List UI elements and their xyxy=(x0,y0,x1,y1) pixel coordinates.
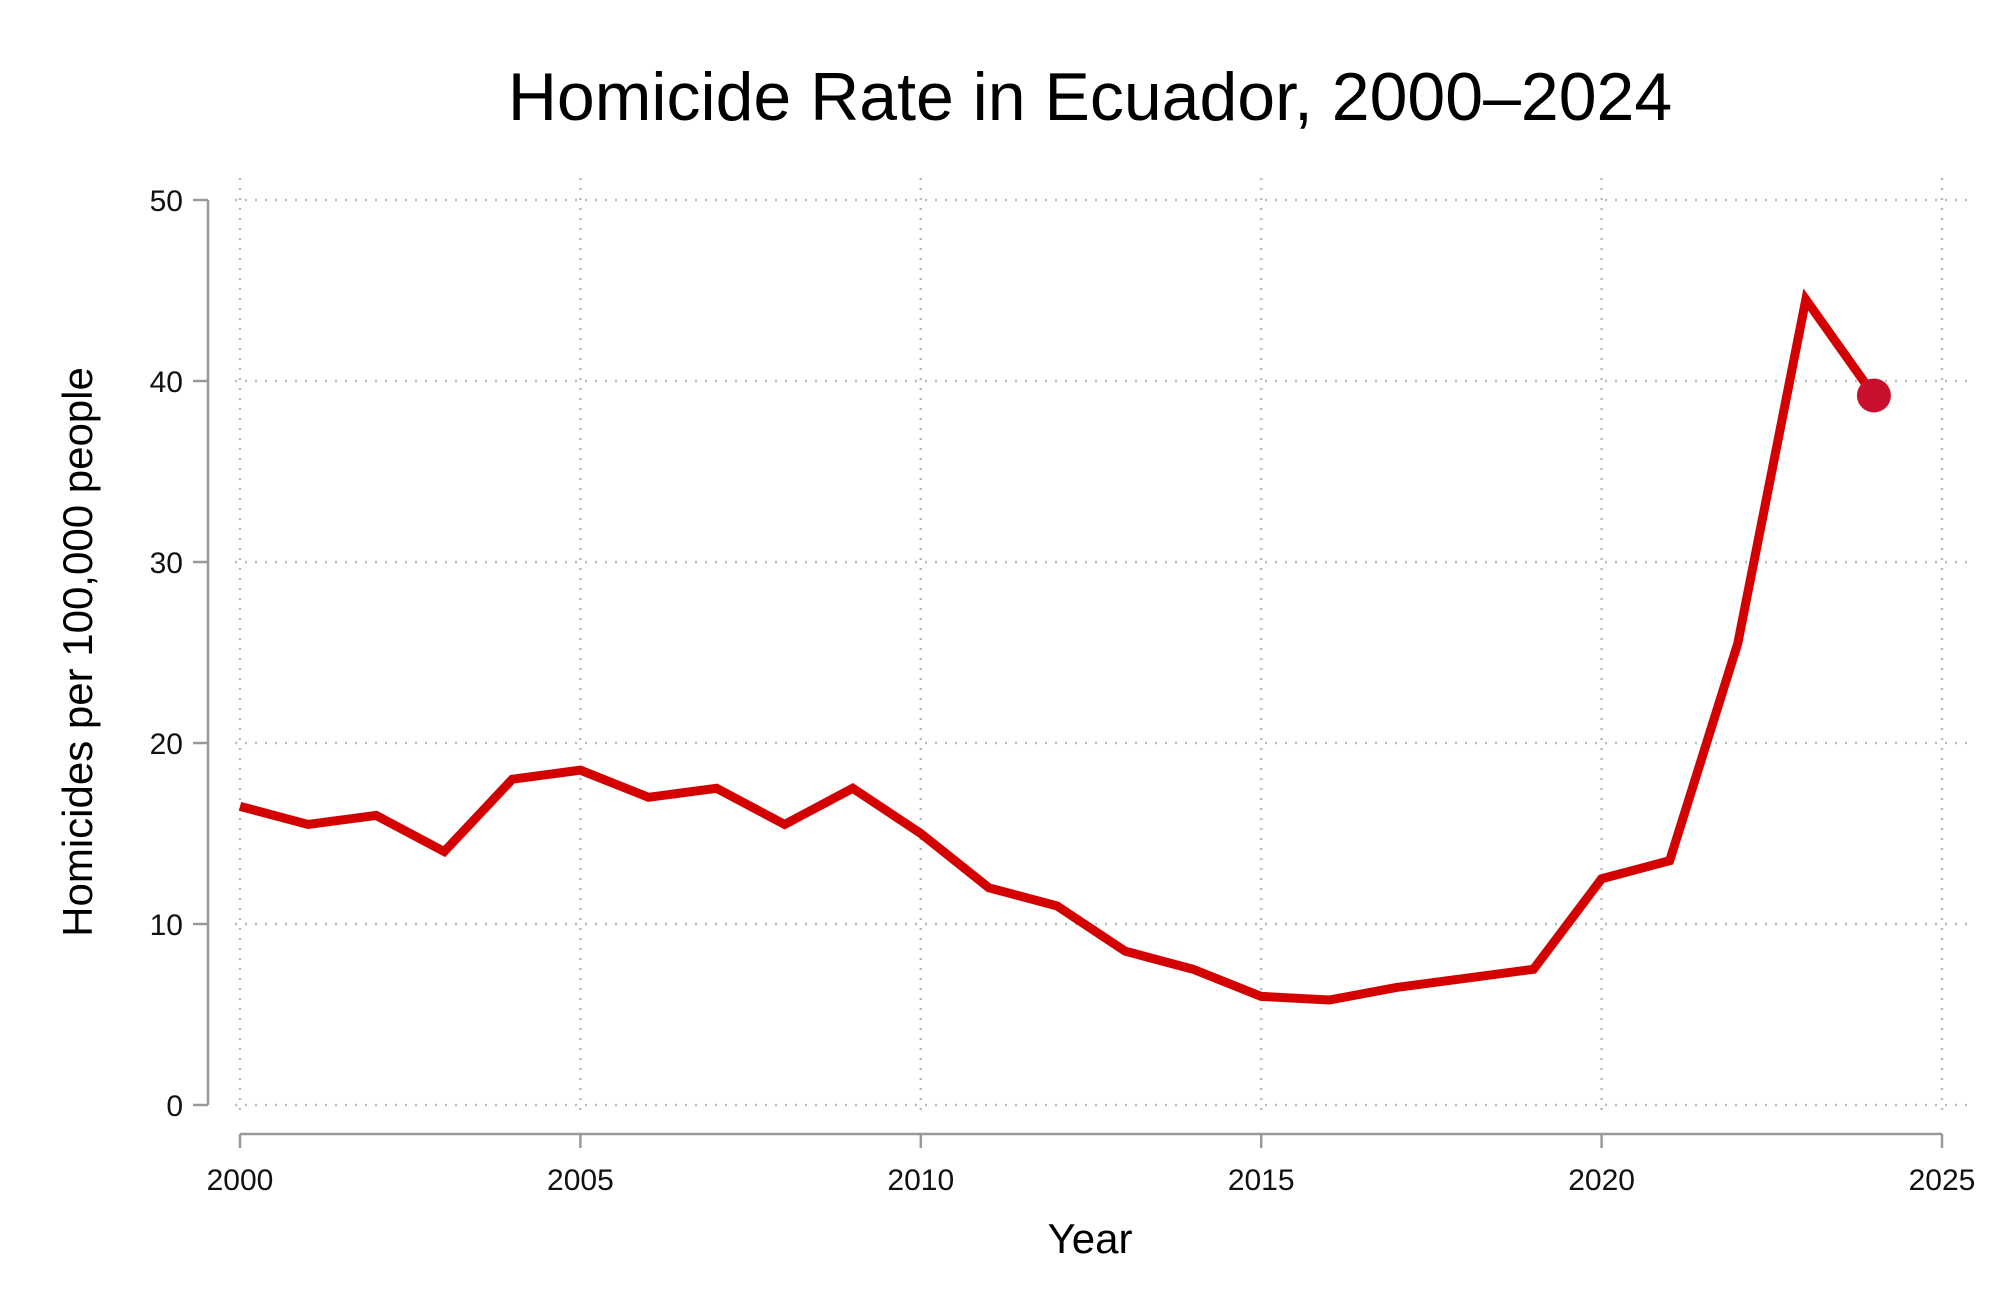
x-axis-label: Year xyxy=(1048,1215,1133,1262)
y-axis-label: Homicides per 100,000 people xyxy=(54,367,101,937)
axes xyxy=(193,198,1944,1148)
x-tick-label: 2015 xyxy=(1228,1164,1295,1197)
y-tick-label: 30 xyxy=(150,547,183,580)
series-line xyxy=(238,288,1878,1005)
gridlines xyxy=(235,178,1972,1112)
series-layer xyxy=(238,288,1891,1005)
y-tick-label: 10 xyxy=(150,909,183,942)
y-tick-label: 0 xyxy=(166,1090,183,1123)
end-point-marker xyxy=(1856,378,1891,413)
y-tick-label: 50 xyxy=(150,185,183,218)
x-tick-label: 2025 xyxy=(1909,1164,1976,1197)
x-tick-label: 2010 xyxy=(887,1164,954,1197)
x-tick-label: 2005 xyxy=(547,1164,614,1197)
x-tick-label: 2000 xyxy=(207,1164,274,1197)
y-tick-label: 20 xyxy=(150,728,183,761)
tick-labels: 0 10 20 30 40 50 2000 2005 2010 2015 2020 2025 xyxy=(150,185,1976,1197)
y-tick-label: 40 xyxy=(150,366,183,399)
x-tick-label: 2020 xyxy=(1568,1164,1635,1197)
chart-title: Homicide Rate in Ecuador, 2000–2024 xyxy=(508,59,1672,135)
